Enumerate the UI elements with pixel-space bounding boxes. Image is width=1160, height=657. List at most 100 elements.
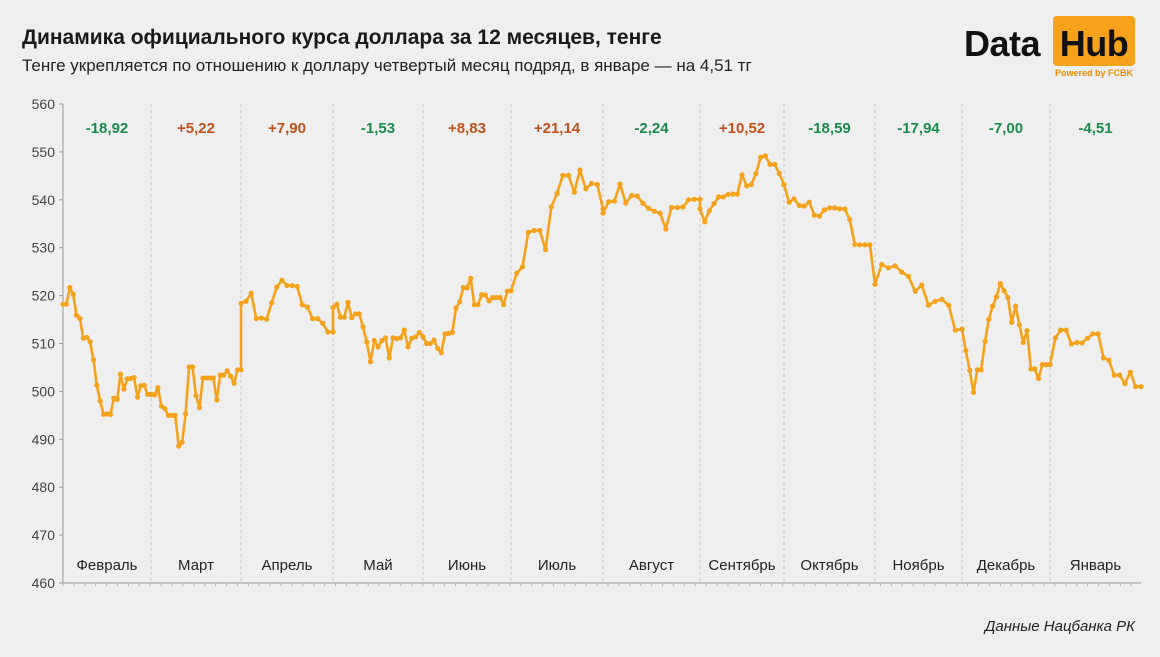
data-point bbox=[1032, 366, 1038, 372]
data-point bbox=[155, 385, 161, 391]
data-point bbox=[386, 355, 392, 361]
data-point bbox=[565, 172, 572, 178]
chart-subtitle: Тенге укрепляется по отношению к доллару… bbox=[22, 56, 752, 75]
data-point bbox=[711, 201, 717, 207]
data-point bbox=[1039, 362, 1045, 368]
data-point bbox=[600, 210, 606, 216]
data-point bbox=[912, 288, 918, 294]
data-point bbox=[691, 196, 697, 202]
data-point bbox=[248, 290, 254, 296]
data-point bbox=[294, 283, 300, 290]
data-point bbox=[121, 386, 127, 392]
data-point bbox=[1024, 328, 1030, 334]
logo-hub-box: Hub bbox=[1053, 16, 1135, 66]
data-point bbox=[577, 167, 583, 173]
data-point bbox=[1058, 327, 1064, 333]
data-point bbox=[925, 302, 932, 308]
datahub-logo: Data Hub Powered by FCBK bbox=[964, 15, 1139, 80]
data-point bbox=[289, 282, 295, 289]
data-point bbox=[628, 192, 635, 199]
data-point bbox=[196, 405, 203, 411]
y-tick-label: 560 bbox=[32, 96, 56, 112]
data-point bbox=[412, 334, 419, 340]
data-point bbox=[221, 372, 227, 378]
data-point bbox=[77, 316, 83, 322]
data-point bbox=[702, 219, 708, 225]
data-point bbox=[172, 412, 178, 418]
data-point bbox=[1035, 375, 1042, 382]
data-point bbox=[176, 443, 182, 449]
data-point bbox=[345, 299, 351, 305]
data-point bbox=[1117, 372, 1123, 378]
data-point bbox=[1020, 339, 1026, 346]
data-point bbox=[560, 172, 566, 178]
data-point bbox=[162, 406, 168, 412]
month-label: Декабрь bbox=[977, 557, 1036, 574]
data-point bbox=[847, 216, 853, 222]
data-point bbox=[997, 281, 1003, 287]
data-point bbox=[963, 348, 969, 354]
data-point bbox=[471, 302, 477, 308]
data-point bbox=[932, 298, 938, 304]
data-point bbox=[634, 193, 640, 199]
data-point bbox=[554, 191, 560, 197]
data-point bbox=[758, 154, 764, 160]
data-point bbox=[1106, 357, 1112, 363]
data-point bbox=[490, 294, 496, 301]
data-point bbox=[725, 191, 731, 198]
data-point bbox=[299, 302, 305, 308]
data-point bbox=[821, 207, 828, 213]
data-point bbox=[939, 296, 945, 302]
data-point bbox=[842, 206, 848, 212]
data-point bbox=[739, 172, 745, 178]
data-point bbox=[134, 394, 141, 400]
month-label: Май bbox=[363, 557, 392, 574]
data-point bbox=[320, 320, 326, 326]
line-chart: 460 470 480 490 500 510 520 530 540 550 560 Февраль… bbox=[32, 96, 1144, 591]
data-point bbox=[826, 205, 833, 211]
y-tick-label: 540 bbox=[32, 192, 56, 208]
data-point bbox=[238, 367, 244, 373]
data-point bbox=[762, 153, 768, 159]
data-point bbox=[1122, 381, 1128, 387]
data-point bbox=[325, 329, 331, 335]
month-change-label: +21,14 bbox=[534, 120, 581, 137]
data-point bbox=[606, 199, 612, 205]
y-tick-label: 490 bbox=[32, 431, 56, 447]
data-point bbox=[772, 161, 778, 167]
logo-data-text: Data bbox=[964, 23, 1041, 64]
y-tick-label: 500 bbox=[32, 383, 56, 399]
data-point bbox=[1005, 294, 1011, 301]
data-point bbox=[594, 181, 600, 188]
data-point bbox=[416, 329, 422, 336]
data-point bbox=[330, 329, 336, 335]
data-point bbox=[674, 204, 680, 211]
data-point bbox=[716, 194, 722, 200]
month-change-label: +10,52 bbox=[719, 120, 765, 137]
data-point bbox=[776, 170, 782, 177]
month-change-label: -18,59 bbox=[808, 120, 851, 137]
data-point bbox=[686, 197, 692, 203]
month-change-label: -2,24 bbox=[634, 120, 669, 137]
data-point bbox=[571, 189, 577, 195]
data-point bbox=[405, 344, 411, 350]
data-point bbox=[1001, 288, 1007, 294]
data-point bbox=[796, 202, 802, 209]
data-point bbox=[514, 270, 520, 276]
logo-powered-text: Powered by FCBK bbox=[1054, 68, 1133, 78]
data-point bbox=[453, 305, 459, 311]
data-point bbox=[548, 204, 554, 210]
data-point bbox=[228, 373, 234, 379]
data-point bbox=[967, 367, 973, 373]
data-point bbox=[84, 334, 90, 340]
data-point bbox=[304, 304, 310, 310]
data-point bbox=[330, 305, 336, 311]
data-point bbox=[63, 301, 69, 307]
data-point bbox=[734, 191, 740, 197]
data-point bbox=[806, 199, 812, 205]
month-change-label: -7,00 bbox=[989, 120, 1023, 137]
data-point bbox=[183, 411, 189, 417]
data-point bbox=[1133, 384, 1139, 390]
data-point bbox=[791, 196, 797, 202]
data-point bbox=[862, 242, 868, 248]
